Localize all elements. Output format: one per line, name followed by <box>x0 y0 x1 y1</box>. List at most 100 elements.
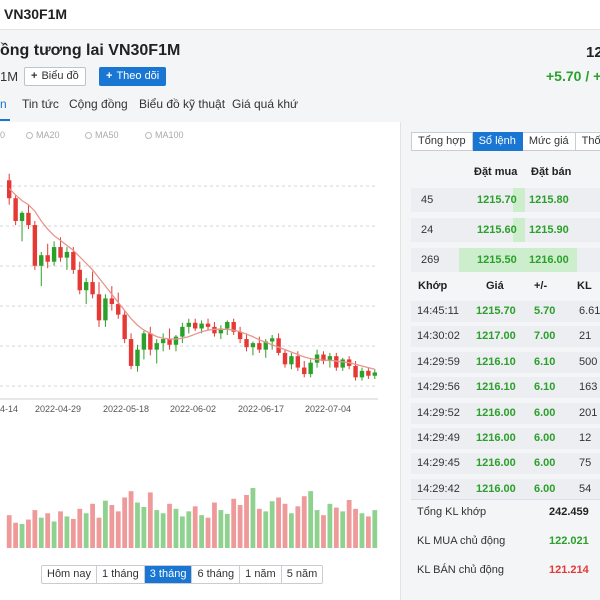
volume-bar <box>83 513 89 548</box>
candle-body <box>366 370 371 376</box>
legend-item-ma50[interactable]: MA50 <box>85 130 119 140</box>
trade-price: 1217.00 <box>476 330 516 343</box>
candle-body <box>180 326 185 337</box>
price-chart: 4-14 2022-04-29 2022-05-18 2022-06-02 2022-0… <box>0 173 378 548</box>
candle-body <box>308 362 313 375</box>
volume-bar <box>32 510 38 548</box>
volume-bar <box>45 513 51 548</box>
trade-time-header: Khớp <box>418 280 448 292</box>
follow-button-label: Theo dõi <box>116 70 160 82</box>
orderbook-row[interactable]: 269 1215.50 1216.00 <box>411 248 600 272</box>
volume-bar <box>147 492 153 548</box>
tab-community[interactable]: Cộng đồng <box>69 97 128 111</box>
trade-volume: 75 <box>579 457 592 470</box>
volume-bar <box>186 511 192 548</box>
candle-body <box>282 352 288 365</box>
candle-body <box>302 367 307 375</box>
candle-body <box>135 349 140 366</box>
volume-bar <box>173 508 179 548</box>
range-5-years[interactable]: 5 năm <box>286 568 318 580</box>
orderbook-row[interactable]: 45 1215.70 1215.80 <box>411 188 600 212</box>
range-6-months[interactable]: 6 tháng <box>192 566 241 583</box>
candle-body <box>26 212 31 226</box>
volume-bar <box>353 508 358 548</box>
candle-body <box>212 326 217 334</box>
volume-bar <box>77 508 83 548</box>
tab-technical-chart[interactable]: Biểu đồ kỹ thuật <box>139 97 226 111</box>
tab-statistics[interactable]: Thố <box>575 132 600 151</box>
trade-change: 6.00 <box>534 432 556 444</box>
volume-bar <box>321 515 326 548</box>
tab-summary[interactable]: Tổng hợp <box>411 132 473 151</box>
trade-time: 14:29:56 <box>417 381 460 394</box>
tab-price-history[interactable]: Giá quá khứ <box>232 97 299 111</box>
candle-body <box>58 247 63 258</box>
orderbook-row[interactable]: 24 1215.60 1215.90 <box>411 218 600 242</box>
volume-bar <box>115 511 121 548</box>
volume-bar <box>26 519 31 548</box>
volume-bar <box>244 494 249 548</box>
tab-overview[interactable]: n <box>0 97 7 111</box>
volume-bar <box>160 513 166 548</box>
trade-change: 6.00 <box>534 457 556 470</box>
candle-body <box>167 339 172 345</box>
trade-price: 1216.00 <box>476 432 516 444</box>
range-3-months[interactable]: 3 tháng <box>144 566 193 583</box>
candle-body <box>64 251 70 258</box>
legend-dot-icon <box>145 132 152 139</box>
trade-volume: 6.610 <box>579 305 600 317</box>
volume-bar <box>256 508 262 548</box>
range-1-month[interactable]: 1 tháng <box>97 566 145 583</box>
top-bar: VN30F1M <box>0 0 600 30</box>
candle-body <box>295 356 301 368</box>
volume-bar <box>231 498 237 548</box>
tab-order-book[interactable]: Sổ lệnh <box>472 132 523 151</box>
trade-change: 6.10 <box>534 355 556 368</box>
candle-body <box>32 225 38 266</box>
symbol-short: 1M <box>0 69 19 84</box>
candle-body <box>173 336 179 345</box>
summary-value: 122.021 <box>549 535 589 547</box>
volume-bar <box>212 502 217 548</box>
summary-value: 121.214 <box>549 564 589 576</box>
chart-button-label: Biểu đồ <box>41 70 79 82</box>
volume-bar <box>154 510 160 548</box>
summary-row: Tổng KL khớp 242.459 <box>411 499 600 525</box>
trade-price-header: Giá <box>486 280 504 292</box>
instrument-header: ồng tương lai VN30F1M 1M + Biểu đồ + Theo … <box>0 30 600 122</box>
candle-body <box>160 339 166 344</box>
chart-button[interactable]: + Biểu đồ <box>24 67 86 86</box>
trade-row: 14:45:11 1215.70 5.70 6.610 <box>411 301 600 322</box>
volume-bar <box>90 503 95 548</box>
volume-bar <box>276 497 281 548</box>
volume-bar <box>327 503 333 548</box>
trade-row: 14:29:56 1216.10 6.10 163 <box>411 377 600 399</box>
range-today[interactable]: Hôm nay <box>42 566 98 583</box>
trade-row: 14:29:59 1216.10 6.10 500 <box>411 351 600 373</box>
candle-body <box>154 343 159 350</box>
candle-body <box>263 341 268 350</box>
volume-bar <box>64 516 70 548</box>
volume-bar <box>263 511 269 548</box>
trade-volume: 500 <box>579 355 598 368</box>
volume-bar <box>372 510 378 548</box>
candle-body <box>321 354 326 362</box>
candle-body <box>257 343 262 350</box>
legend-item-ma100[interactable]: MA100 <box>145 130 184 140</box>
candle-body <box>289 356 294 365</box>
ask-price: 1215.90 <box>529 224 569 236</box>
tab-news[interactable]: Tin tức <box>22 97 59 111</box>
legend-item-ma20[interactable]: MA20 <box>26 130 60 140</box>
summary-label: KL MUA chủ động <box>417 535 506 547</box>
volume-bar <box>301 496 307 548</box>
ask-volume-bar <box>521 218 525 242</box>
summary-label: Tổng KL khớp <box>417 506 487 518</box>
follow-button[interactable]: + Theo dõi <box>99 67 167 86</box>
range-1-year[interactable]: 1 năm <box>240 566 282 583</box>
summary-value: 242.459 <box>549 506 589 518</box>
volume-bar <box>179 516 185 548</box>
tab-price-levels[interactable]: Mức giá <box>522 132 576 151</box>
candle-body <box>45 255 50 262</box>
candle-body <box>116 304 121 315</box>
legend-item-ma10[interactable]: 0 <box>0 130 6 140</box>
